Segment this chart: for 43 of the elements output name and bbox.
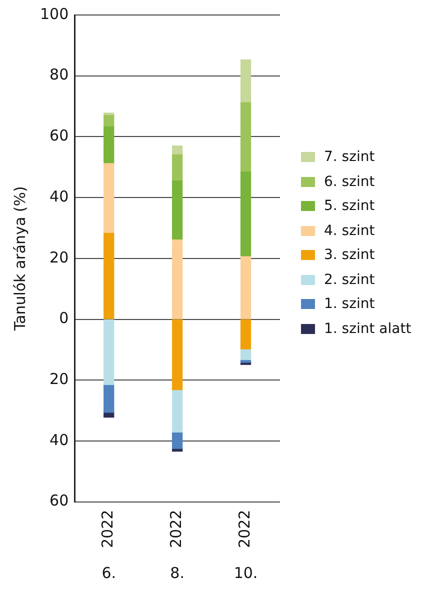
y-tick-label: 0 xyxy=(59,309,69,328)
bar xyxy=(172,390,183,432)
bar xyxy=(172,432,183,449)
bar xyxy=(104,319,114,386)
text: 8. xyxy=(170,564,184,582)
bar xyxy=(172,154,183,182)
y-tick-label: 40 xyxy=(50,430,69,449)
text: 10. xyxy=(234,564,258,582)
bar xyxy=(240,172,252,257)
legend-label: 4. szint xyxy=(324,222,375,239)
bar xyxy=(172,180,183,240)
y-tick-label: 80 xyxy=(50,66,69,84)
bar xyxy=(104,163,114,234)
bar xyxy=(240,59,252,103)
legend-label: 7. szint xyxy=(324,149,375,166)
bar xyxy=(104,232,114,320)
legend-label: 6. szint xyxy=(324,174,375,190)
y-tick-label: 60 xyxy=(50,492,69,510)
y-tick-label: 20 xyxy=(50,248,69,266)
bar xyxy=(104,115,114,127)
bar xyxy=(240,319,252,350)
bar xyxy=(104,126,114,164)
bar xyxy=(240,102,252,172)
text: 6. xyxy=(102,564,116,582)
x-tick-label: 2022 xyxy=(167,510,186,548)
legend-label: 3. szint xyxy=(324,247,375,264)
bar xyxy=(240,348,252,360)
y-tick-label: 60 xyxy=(50,126,69,145)
legend-label: 5. szint xyxy=(324,198,375,214)
bar xyxy=(172,319,183,390)
legend-label: 1. szint xyxy=(324,296,375,312)
x-tick-label: 2022 xyxy=(98,510,117,548)
x-tick-label: 2022 xyxy=(236,510,254,548)
legend-label: 2. szint xyxy=(324,272,375,288)
bar xyxy=(172,240,183,320)
bar xyxy=(104,384,114,413)
y-tick-label: 100 xyxy=(40,4,69,23)
legend-label: 1. szint alatt xyxy=(324,320,412,337)
y-tick-label: 40 xyxy=(50,187,69,206)
y-axis-title: Tanulók aránya (%) xyxy=(10,186,29,332)
bar xyxy=(172,146,183,155)
y-tick-label: 20 xyxy=(50,370,69,388)
bar xyxy=(240,256,252,320)
